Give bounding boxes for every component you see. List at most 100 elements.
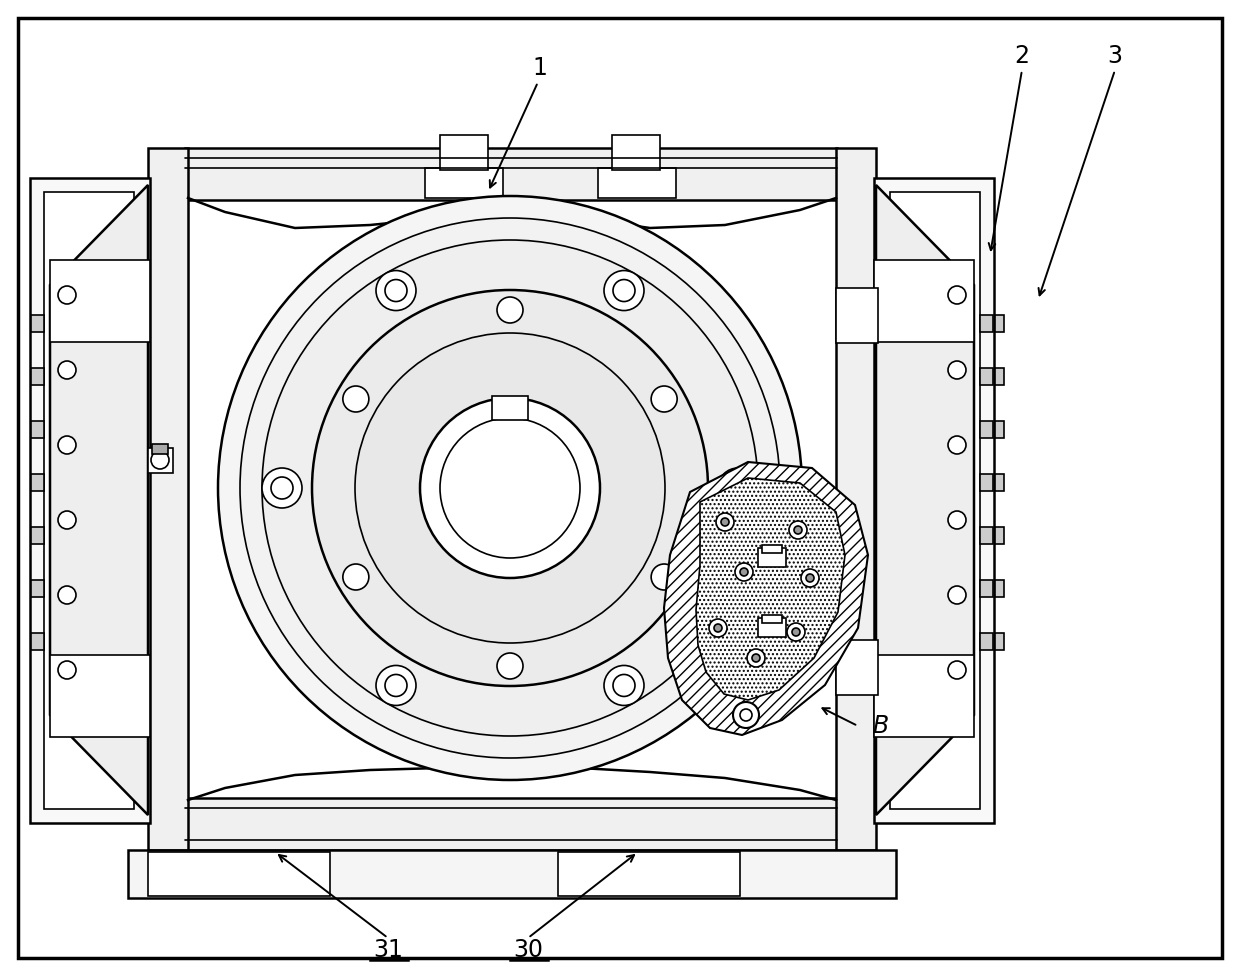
Text: 1: 1 <box>532 56 547 80</box>
Circle shape <box>792 628 800 636</box>
Circle shape <box>718 468 758 508</box>
Bar <box>758 618 786 637</box>
Circle shape <box>787 623 805 641</box>
Bar <box>994 633 1004 650</box>
Bar <box>31 315 43 332</box>
Circle shape <box>751 654 760 662</box>
Bar <box>31 527 43 544</box>
Circle shape <box>806 574 813 582</box>
Circle shape <box>740 709 751 721</box>
Polygon shape <box>663 462 868 735</box>
Bar <box>994 368 1004 385</box>
Circle shape <box>733 702 759 728</box>
Bar <box>31 474 43 491</box>
Circle shape <box>58 286 76 304</box>
Circle shape <box>241 218 780 758</box>
Circle shape <box>376 666 415 706</box>
Circle shape <box>949 661 966 679</box>
Circle shape <box>949 511 966 529</box>
Circle shape <box>272 477 293 499</box>
Circle shape <box>613 279 635 302</box>
Circle shape <box>262 468 303 508</box>
Bar <box>836 288 878 343</box>
Bar <box>128 850 897 898</box>
Circle shape <box>949 436 966 454</box>
Circle shape <box>384 279 407 302</box>
Circle shape <box>740 568 748 576</box>
Bar <box>50 655 150 737</box>
Circle shape <box>727 477 749 499</box>
Circle shape <box>58 586 76 604</box>
Bar <box>492 396 528 420</box>
Circle shape <box>151 451 169 469</box>
Bar <box>185 148 837 200</box>
Circle shape <box>342 564 368 590</box>
Polygon shape <box>50 185 148 815</box>
Bar <box>994 421 1004 438</box>
Bar <box>874 655 973 737</box>
Circle shape <box>801 569 818 587</box>
Bar <box>836 640 878 695</box>
Circle shape <box>651 386 677 412</box>
Circle shape <box>651 564 677 590</box>
Bar <box>31 421 43 438</box>
Circle shape <box>440 418 580 558</box>
Circle shape <box>794 526 802 534</box>
Circle shape <box>949 286 966 304</box>
Circle shape <box>376 270 415 310</box>
Circle shape <box>58 436 76 454</box>
Polygon shape <box>696 478 844 700</box>
Circle shape <box>58 661 76 679</box>
Bar <box>425 168 503 198</box>
Circle shape <box>58 361 76 379</box>
Bar <box>980 474 993 491</box>
Circle shape <box>709 619 727 637</box>
Circle shape <box>720 518 729 526</box>
Circle shape <box>262 240 758 736</box>
Text: 31: 31 <box>373 938 403 962</box>
Bar <box>994 580 1004 597</box>
Circle shape <box>604 666 644 706</box>
Bar <box>613 135 660 170</box>
Circle shape <box>58 511 76 529</box>
Bar <box>980 633 993 650</box>
Circle shape <box>746 649 765 667</box>
Bar <box>30 178 150 823</box>
Bar <box>980 421 993 438</box>
Bar <box>148 448 174 473</box>
Bar <box>836 148 875 850</box>
Bar <box>43 192 134 809</box>
Text: B: B <box>872 714 888 738</box>
Bar <box>440 135 489 170</box>
Circle shape <box>218 196 802 780</box>
Bar <box>994 527 1004 544</box>
Text: 2: 2 <box>1014 44 1029 68</box>
Bar <box>763 545 782 553</box>
Bar <box>994 474 1004 491</box>
Bar <box>185 798 837 850</box>
Bar <box>980 580 993 597</box>
Circle shape <box>497 653 523 679</box>
Bar <box>758 548 786 567</box>
Bar <box>874 260 973 342</box>
Circle shape <box>384 674 407 697</box>
Bar <box>50 260 150 342</box>
Bar <box>980 368 993 385</box>
Circle shape <box>342 386 368 412</box>
Circle shape <box>789 521 807 539</box>
Bar <box>153 444 167 454</box>
Circle shape <box>497 297 523 323</box>
Bar <box>874 178 994 823</box>
Bar <box>31 368 43 385</box>
Bar <box>148 852 330 896</box>
Text: 3: 3 <box>1107 44 1122 68</box>
Polygon shape <box>875 185 973 815</box>
Bar <box>31 580 43 597</box>
Circle shape <box>714 624 722 632</box>
Circle shape <box>613 674 635 697</box>
Bar <box>980 315 993 332</box>
Bar <box>890 192 980 809</box>
Circle shape <box>420 398 600 578</box>
Circle shape <box>715 513 734 531</box>
Circle shape <box>735 563 753 581</box>
